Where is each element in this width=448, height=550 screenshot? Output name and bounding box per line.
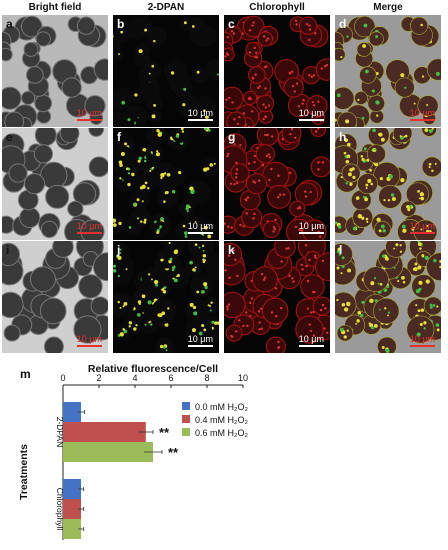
scale-bar-label: 10 μm xyxy=(187,108,213,118)
scale-bar: 10 μm xyxy=(409,334,435,347)
micrograph-panel-g: g 10 μm xyxy=(224,128,330,240)
micrograph-panel-b: b 10 μm xyxy=(113,15,219,127)
bar-1-0 xyxy=(63,479,81,499)
scale-bar: 10 μm xyxy=(76,221,102,234)
micrograph-panel-j: j 10 μm xyxy=(113,241,219,353)
panel-label-f: f xyxy=(117,130,121,144)
micrograph-panel-a: a 10 μm xyxy=(2,15,108,127)
chart-panel-label: m xyxy=(20,367,31,381)
panel-label-h: h xyxy=(339,130,347,144)
scale-bar: 10 μm xyxy=(187,221,213,234)
significance-marker: ** xyxy=(159,425,170,440)
panel-label-l: l xyxy=(339,243,343,257)
panel-label-j: j xyxy=(117,243,121,257)
legend-label-2: 0.6 mM H₂O₂ xyxy=(195,428,249,438)
bar-1-2 xyxy=(63,519,81,539)
legend-swatch-1 xyxy=(182,415,190,423)
scale-bar-label: 10 μm xyxy=(187,334,213,344)
y-axis-title: Treatments xyxy=(18,444,30,500)
panel-label-i: i xyxy=(6,243,10,257)
column-title-merge: Merge xyxy=(373,2,403,13)
scale-bar: 10 μm xyxy=(187,108,213,121)
micrograph-panel-k: k 10 μm xyxy=(224,241,330,353)
panel-label-d: d xyxy=(339,17,347,31)
bar-0-1 xyxy=(63,422,146,442)
scale-bar-label: 10 μm xyxy=(76,108,102,118)
x-tick-label: 10 xyxy=(238,373,248,383)
micrograph-panel-i: i 10 μm xyxy=(2,241,108,353)
panel-label-b: b xyxy=(117,17,125,31)
panel-label-k: k xyxy=(228,243,235,257)
micrograph-panel-f: f 10 μm xyxy=(113,128,219,240)
scale-bar-label: 10 μm xyxy=(298,221,324,231)
bar-0-2 xyxy=(63,442,153,462)
scale-bar: 10 μm xyxy=(298,334,324,347)
chart-title: Relative fluorescence/Cell xyxy=(88,363,218,375)
legend-swatch-0 xyxy=(182,402,190,410)
scale-bar-label: 10 μm xyxy=(409,221,435,231)
x-tick-label: 2 xyxy=(96,373,101,383)
panel-label-a: a xyxy=(6,17,13,31)
scale-bar: 10 μm xyxy=(298,108,324,121)
micrograph-panel-e: e 10 μm xyxy=(2,128,108,240)
scale-bar: 10 μm xyxy=(409,221,435,234)
scale-bar-label: 10 μm xyxy=(298,108,324,118)
category-label: 2-DPAN xyxy=(55,417,65,448)
column-title-2dpan: 2-DPAN xyxy=(147,2,185,13)
panel-label-c: c xyxy=(228,17,235,31)
scale-bar: 10 μm xyxy=(298,221,324,234)
scale-bar-label: 10 μm xyxy=(409,108,435,118)
category-label: Chlorophyll xyxy=(55,488,65,531)
scale-bar: 10 μm xyxy=(409,108,435,121)
legend-label-0: 0.0 mM H₂O₂ xyxy=(195,402,249,412)
x-tick-label: 6 xyxy=(168,373,173,383)
column-title-chlorophyll: Chlorophyll xyxy=(249,2,305,13)
bar-chart: m Relative fluorescence/Cell 0 2 4 6 8 10 2-DPAN… xyxy=(18,363,249,540)
micrograph-panel-c: c 10 μm xyxy=(224,15,330,127)
bar-0-0 xyxy=(63,402,81,422)
x-tick-label: 0 xyxy=(60,373,65,383)
scale-bar-label: 10 μm xyxy=(409,334,435,344)
bar-1-1 xyxy=(63,499,81,519)
micrograph-panel-l: l 10 μm xyxy=(335,241,441,353)
scale-bar-label: 10 μm xyxy=(298,334,324,344)
legend-swatch-2 xyxy=(182,428,190,436)
panel-label-e: e xyxy=(6,130,13,144)
scale-bar: 10 μm xyxy=(187,334,213,347)
significance-marker: ** xyxy=(168,445,179,460)
x-tick-label: 4 xyxy=(132,373,137,383)
column-title-bright-field: Bright field xyxy=(28,2,82,13)
scale-bar-label: 10 μm xyxy=(76,334,102,344)
scale-bar-label: 10 μm xyxy=(187,221,213,231)
scale-bar: 10 μm xyxy=(76,334,102,347)
micrograph-panel-d: d 10 μm xyxy=(335,15,441,127)
panel-label-g: g xyxy=(228,130,236,144)
scale-bar-label: 10 μm xyxy=(76,221,102,231)
legend-label-1: 0.4 mM H₂O₂ xyxy=(195,415,249,425)
scale-bar: 10 μm xyxy=(76,108,102,121)
micrograph-panel-h: h 10 μm xyxy=(335,128,441,240)
x-tick-label: 8 xyxy=(204,373,209,383)
